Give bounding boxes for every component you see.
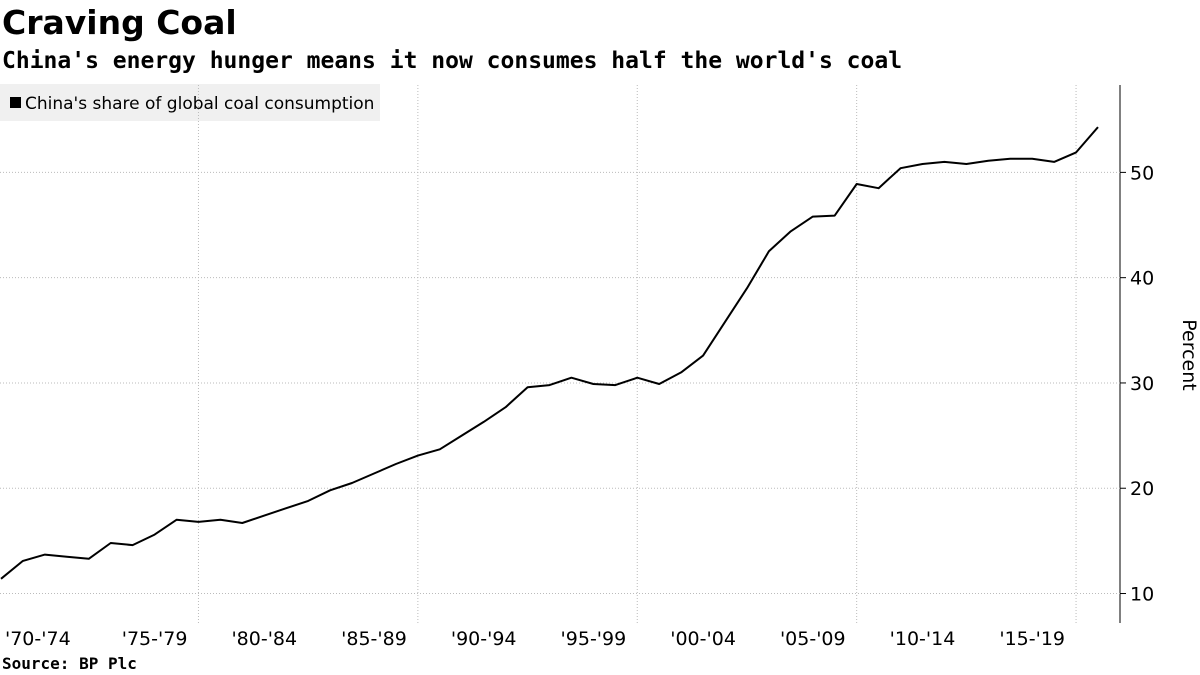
x-tick-label: '15-'19 — [999, 628, 1065, 650]
x-tick-label: '10-'14 — [890, 628, 956, 650]
chart-subtitle: China's energy hunger means it now consu… — [2, 48, 902, 74]
y-tick-label: 10 — [1130, 584, 1154, 606]
x-tick-label: '00-'04 — [670, 628, 736, 650]
legend-swatch — [10, 97, 21, 108]
legend-box — [0, 84, 380, 121]
y-tick-label: 20 — [1130, 478, 1154, 500]
x-tick-label: '70-'74 — [5, 628, 71, 650]
y-tick-label: 30 — [1130, 373, 1154, 395]
x-tick-label: '95-'99 — [561, 628, 627, 650]
legend-label: China's share of global coal consumption — [25, 94, 374, 114]
x-tick-label: '80-'84 — [231, 628, 297, 650]
x-tick-label: '85-'89 — [341, 628, 407, 650]
x-tick-label: '05-'09 — [780, 628, 846, 650]
x-tick-label: '90-'94 — [451, 628, 517, 650]
source: Source: BP Plc — [2, 654, 137, 673]
line — [0, 126, 1099, 580]
x-tick-label: '75-'79 — [122, 628, 188, 650]
y-tick-label: 50 — [1130, 162, 1154, 184]
y-axis-label: Percent — [1178, 319, 1200, 391]
y-tick-label: 40 — [1130, 268, 1154, 290]
chart-title: Craving Coal — [2, 3, 237, 42]
